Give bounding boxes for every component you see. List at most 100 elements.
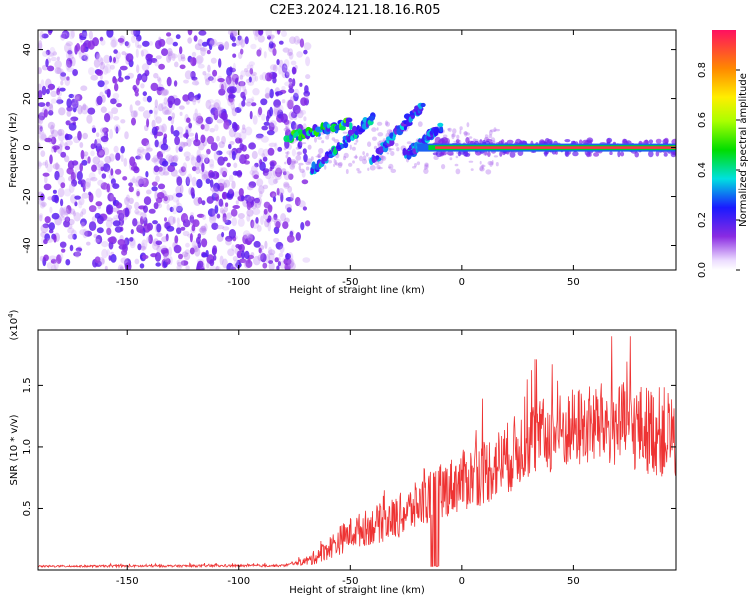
heatmap-cell bbox=[136, 190, 140, 197]
heatmap-cell bbox=[186, 138, 192, 147]
heatmap-cell bbox=[261, 153, 265, 158]
heatmap-cell bbox=[190, 187, 195, 197]
heatmap-cell bbox=[58, 107, 66, 116]
heatmap-cell bbox=[109, 153, 115, 162]
heatmap-cell bbox=[648, 139, 654, 144]
heatmap-cell bbox=[45, 49, 51, 56]
heatmap-cell bbox=[232, 205, 240, 209]
heatmap-cell bbox=[153, 110, 158, 121]
heatmap-cell bbox=[219, 255, 224, 266]
heatmap-cell bbox=[148, 41, 153, 46]
heatmap-cell bbox=[60, 151, 67, 158]
spectrogram-x-tick-label: 0 bbox=[459, 277, 465, 288]
heatmap-cell bbox=[376, 121, 383, 126]
heatmap-cell bbox=[38, 162, 43, 167]
heatmap-cell bbox=[246, 98, 254, 103]
heatmap-cell bbox=[373, 145, 378, 150]
heatmap-cell bbox=[443, 134, 448, 138]
heatmap-cell bbox=[205, 116, 213, 125]
heatmap-cell bbox=[298, 200, 306, 208]
heatmap-cell bbox=[71, 179, 78, 187]
heatmap-cell bbox=[146, 236, 151, 243]
heatmap-cell bbox=[249, 67, 254, 75]
heatmap-cell bbox=[273, 99, 281, 108]
heatmap-cell bbox=[142, 91, 147, 97]
heatmap-cell bbox=[110, 98, 117, 105]
heatmap-cell bbox=[176, 265, 182, 270]
heatmap-cell bbox=[54, 60, 62, 69]
heatmap-cell bbox=[299, 140, 303, 147]
heatmap-cell bbox=[208, 159, 215, 167]
heatmap-cell bbox=[468, 136, 473, 139]
heatmap-cell bbox=[40, 193, 45, 201]
heatmap-cell bbox=[158, 63, 166, 70]
heatmap-cell bbox=[586, 152, 591, 158]
heatmap-cell bbox=[254, 197, 260, 204]
heatmap-cell bbox=[231, 107, 238, 117]
heatmap-cell bbox=[572, 151, 579, 157]
heatmap-cell bbox=[38, 42, 43, 50]
heatmap-cell bbox=[174, 61, 179, 68]
heatmap-cell bbox=[193, 35, 198, 42]
heatmap-cell bbox=[250, 64, 254, 70]
heatmap-cell bbox=[182, 219, 191, 228]
heatmap-cell bbox=[197, 112, 202, 119]
heatmap-cell bbox=[290, 121, 297, 130]
heatmap-cell bbox=[77, 104, 83, 115]
heatmap-cell bbox=[148, 208, 156, 214]
heatmap-cell bbox=[268, 122, 275, 132]
heatmap-cell bbox=[290, 96, 295, 103]
heatmap-cell bbox=[109, 55, 112, 63]
heatmap-cell bbox=[103, 54, 111, 64]
heatmap-cell bbox=[49, 154, 53, 165]
heatmap-cell bbox=[265, 93, 270, 99]
heatmap-cell bbox=[224, 77, 230, 87]
heatmap-cell bbox=[136, 148, 142, 156]
heatmap-cell bbox=[222, 226, 230, 231]
heatmap-cell bbox=[38, 213, 44, 219]
heatmap-cell bbox=[499, 151, 503, 157]
heatmap-cell bbox=[102, 65, 109, 75]
heatmap-cell bbox=[230, 30, 238, 37]
heatmap-cell bbox=[91, 127, 97, 133]
heatmap-cell bbox=[273, 213, 278, 220]
heatmap-cell bbox=[176, 227, 182, 235]
heatmap-cell bbox=[264, 72, 273, 82]
heatmap-cell bbox=[210, 142, 218, 152]
heatmap-cell bbox=[59, 87, 66, 92]
heatmap-cell bbox=[439, 152, 445, 157]
heatmap-cell bbox=[343, 152, 349, 159]
heatmap-cell bbox=[188, 132, 195, 137]
heatmap-cell bbox=[119, 266, 124, 270]
heatmap-cell bbox=[132, 218, 138, 227]
heatmap-cell bbox=[395, 143, 399, 147]
heatmap-cell bbox=[172, 41, 178, 47]
heatmap-cell bbox=[447, 128, 451, 131]
heatmap-cell bbox=[493, 155, 498, 158]
spectrogram-x-tick-label: -150 bbox=[116, 277, 139, 288]
heatmap-cell bbox=[261, 125, 269, 131]
snr-x-tick-label: -50 bbox=[342, 576, 358, 587]
heatmap-cell bbox=[170, 124, 174, 135]
heatmap-cell bbox=[298, 165, 301, 171]
heatmap-cell bbox=[230, 73, 237, 82]
heatmap-cell bbox=[246, 214, 251, 222]
heatmap-cell bbox=[295, 155, 302, 161]
heatmap-cell bbox=[267, 147, 275, 156]
heatmap-cell bbox=[233, 162, 238, 169]
heatmap-cell bbox=[231, 244, 235, 252]
heatmap-cell bbox=[166, 204, 170, 211]
heatmap-cell bbox=[258, 106, 263, 116]
heatmap-cell bbox=[337, 162, 343, 168]
heatmap-cell bbox=[117, 239, 126, 246]
snr-x-ticks: -150 -100 -50 0 50 bbox=[116, 330, 580, 587]
heatmap-cell bbox=[307, 144, 312, 150]
heatmap-cell bbox=[80, 218, 87, 227]
heatmap-cell bbox=[268, 41, 274, 49]
heatmap-cell bbox=[328, 153, 334, 159]
heatmap-cell bbox=[65, 120, 71, 126]
heatmap-cell bbox=[293, 88, 300, 97]
heatmap-cell bbox=[417, 121, 423, 127]
heatmap-cell bbox=[179, 166, 187, 177]
colorbar-tick-label: 0.8 bbox=[697, 62, 708, 78]
